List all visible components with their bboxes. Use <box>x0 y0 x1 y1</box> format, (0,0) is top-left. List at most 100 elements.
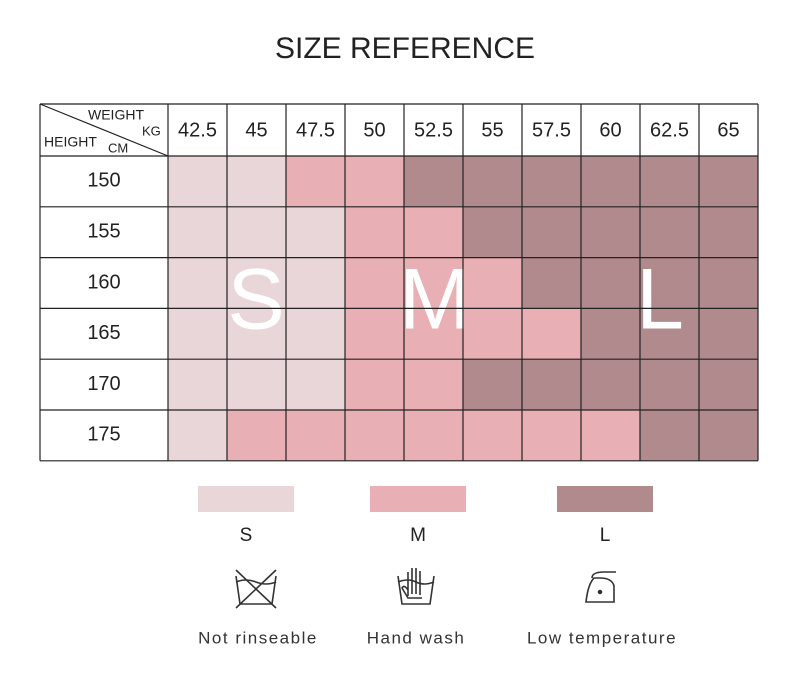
size-cell <box>168 359 227 410</box>
weight-header: 57.5 <box>532 119 571 141</box>
icon-not-rinseable <box>235 569 277 609</box>
size-cell <box>286 359 345 410</box>
size-cell <box>581 359 640 410</box>
size-cell <box>640 359 699 410</box>
size-cell <box>699 156 758 207</box>
size-cell <box>345 156 404 207</box>
size-cell <box>168 410 227 461</box>
title: SIZE REFERENCE <box>275 32 535 65</box>
legend-swatch <box>198 486 294 512</box>
legend-label: L <box>600 525 611 546</box>
corner-cm: CM <box>108 140 128 155</box>
size-cell <box>522 410 581 461</box>
size-cell <box>463 359 522 410</box>
height-header: 170 <box>87 373 120 395</box>
size-overlay-letter: M <box>399 252 471 348</box>
size-cell <box>699 308 758 360</box>
size-cell <box>581 206 640 258</box>
size-cell <box>286 308 345 360</box>
size-cell <box>227 156 286 207</box>
size-cell <box>286 156 345 207</box>
icon-hand-wash <box>397 568 435 605</box>
size-cell <box>581 156 640 207</box>
size-cell <box>345 257 404 309</box>
size-cell <box>463 206 522 258</box>
size-cell <box>286 410 345 461</box>
legend-swatch <box>557 486 653 512</box>
size-cell <box>168 308 227 360</box>
size-cell <box>168 156 227 207</box>
size-cell <box>522 206 581 258</box>
weight-header: 52.5 <box>414 119 453 141</box>
size-cell <box>286 257 345 309</box>
size-cell <box>404 410 463 461</box>
weight-header: 50 <box>363 119 385 141</box>
corner-kg: KG <box>142 123 161 138</box>
care-label: Not rinseable <box>198 628 318 647</box>
size-cell <box>699 359 758 410</box>
size-cell <box>404 257 463 309</box>
weight-header: 55 <box>481 119 503 141</box>
legend-swatch <box>370 486 466 512</box>
weight-header: 60 <box>599 119 621 141</box>
size-cell <box>581 410 640 461</box>
height-header: 160 <box>87 271 120 293</box>
size-cell <box>345 308 404 360</box>
size-cell <box>227 359 286 410</box>
size-cell <box>581 308 640 360</box>
size-overlay-letter: S <box>227 252 284 348</box>
legend-label: M <box>410 525 426 546</box>
size-cell <box>699 257 758 309</box>
size-cell <box>522 257 581 309</box>
size-cell <box>227 308 286 360</box>
size-cell <box>640 156 699 207</box>
height-header: 165 <box>87 322 120 344</box>
size-cell <box>286 206 345 258</box>
size-cell <box>227 410 286 461</box>
care-label: Hand wash <box>367 628 466 647</box>
size-cell <box>404 156 463 207</box>
table-border <box>39 103 169 157</box>
size-cell <box>404 359 463 410</box>
size-cell <box>227 257 286 309</box>
height-header: 175 <box>87 424 120 446</box>
height-header: 155 <box>87 220 120 242</box>
weight-header: 65 <box>717 119 739 141</box>
size-cell <box>463 308 522 360</box>
size-cell <box>699 206 758 258</box>
size-cell <box>345 206 404 258</box>
corner-height: HEIGHT <box>44 134 97 150</box>
corner-weight: WEIGHT <box>88 107 144 123</box>
size-cell <box>522 156 581 207</box>
size-cell <box>522 359 581 410</box>
size-cell <box>463 257 522 309</box>
size-cell <box>640 308 699 360</box>
legend-label: S <box>240 525 253 546</box>
size-cell <box>168 257 227 309</box>
size-cell <box>640 257 699 309</box>
height-header: 150 <box>87 170 120 192</box>
weight-header: 47.5 <box>296 119 335 141</box>
size-cell <box>581 257 640 309</box>
care-label: Low temperature <box>527 628 677 647</box>
weight-header: 62.5 <box>650 119 689 141</box>
weight-header: 45 <box>245 119 267 141</box>
size-cell <box>404 308 463 360</box>
size-overlay-letter: L <box>636 252 684 348</box>
size-cell <box>227 206 286 258</box>
size-cell <box>345 359 404 410</box>
size-cell <box>463 410 522 461</box>
size-cell <box>640 206 699 258</box>
size-cell <box>522 308 581 360</box>
size-cell <box>168 206 227 258</box>
size-cell <box>463 156 522 207</box>
size-cell <box>640 410 699 461</box>
weight-header: 42.5 <box>178 119 217 141</box>
size-cell <box>345 410 404 461</box>
icon-low-temperature <box>585 571 616 603</box>
size-cell <box>404 206 463 258</box>
